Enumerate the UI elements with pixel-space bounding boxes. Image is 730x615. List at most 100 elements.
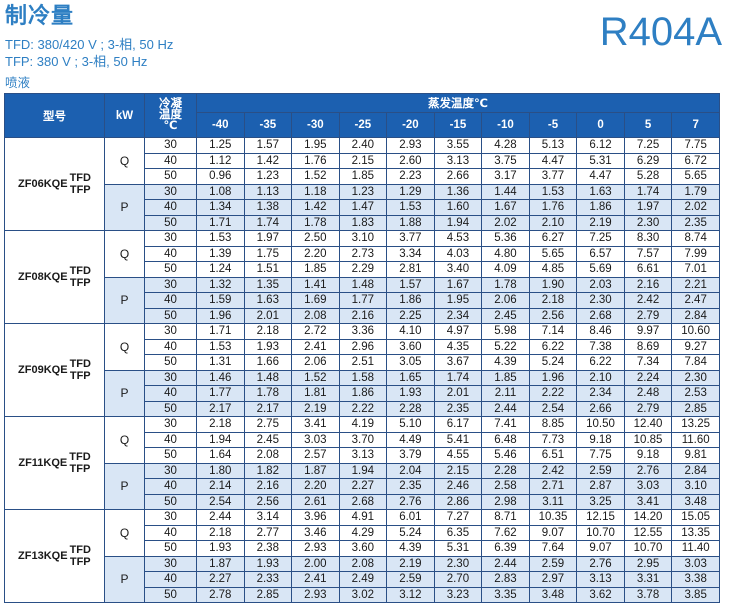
value-cell: 2.30	[433, 555, 483, 572]
power-label: P	[104, 462, 145, 510]
value-cell: 7.25	[623, 137, 673, 154]
value-cell: 1.42	[243, 152, 293, 169]
value-cell: 8.71	[481, 509, 530, 526]
value-cell: 3.77	[528, 168, 578, 185]
value-cell: 2.19	[386, 555, 435, 572]
value-cell: 1.63	[576, 183, 625, 200]
value-cell: 1.94	[338, 462, 388, 479]
value-cell: 2.16	[243, 478, 293, 495]
value-cell: 2.61	[291, 493, 340, 510]
value-cell: 2.25	[386, 307, 435, 324]
value-cell: 5.13	[528, 137, 578, 154]
value-cell: 3.10	[671, 478, 720, 495]
value-cell: 6.61	[623, 261, 673, 278]
evap-temp-header: -20	[386, 112, 435, 138]
value-cell: 2.84	[671, 307, 720, 324]
table-row: 40 2.27 2.33 2.41 2.49 2.59 2.70 2.83 2.97 3.13 3.…	[5, 571, 720, 588]
value-cell: 2.59	[576, 462, 625, 479]
condensing-temp: 50	[144, 168, 197, 185]
value-cell: 1.94	[196, 431, 245, 448]
value-cell: 2.02	[481, 214, 530, 231]
model-variant: TFD	[69, 265, 91, 277]
value-cell: 1.71	[196, 214, 245, 231]
value-cell: 6.29	[623, 152, 673, 169]
value-cell: 1.36	[433, 183, 483, 200]
value-cell: 2.85	[671, 400, 720, 417]
value-cell: 1.24	[196, 261, 245, 278]
value-cell: 1.18	[291, 183, 340, 200]
value-cell: 3.77	[386, 230, 435, 247]
table-row: P 30 1.32 1.35 1.41 1.48 1.57 1.67 1.78 1.90 2.03 2…	[5, 276, 720, 324]
value-cell: 2.87	[576, 478, 625, 495]
value-cell: 1.88	[386, 214, 435, 231]
value-cell: 2.45	[481, 307, 530, 324]
value-cell: 1.25	[196, 137, 245, 154]
value-cell: 2.54	[196, 493, 245, 510]
evap-temp-header: -40	[196, 112, 245, 138]
value-cell: 3.13	[576, 571, 625, 588]
table-row: 50 1.96 2.01 2.08 2.16 2.25 2.34 2.45 2.56 2.68 2.…	[5, 307, 720, 324]
table-row: P 30 1.08 1.13 1.18 1.23 1.29 1.36 1.44 1.53 1.63 1…	[5, 183, 720, 231]
value-cell: 5.31	[433, 540, 483, 557]
table-row: ZF08KQE TFD TFP Q 30 1.53 1.97 2.50 3.10 3.77 4.53…	[4, 230, 720, 324]
value-cell: 2.28	[481, 462, 530, 479]
value-cell: 4.47	[576, 168, 625, 185]
value-cell: 1.76	[291, 152, 340, 169]
value-cell: 2.44	[481, 555, 530, 572]
value-cell: 1.47	[338, 199, 388, 216]
model-variant: TFD	[69, 172, 91, 184]
value-cell: 2.68	[338, 493, 388, 510]
value-cell: 2.01	[433, 385, 483, 402]
value-cell: 2.29	[338, 261, 388, 278]
capacity-label: Q	[104, 137, 145, 185]
evap-temp-header: -15	[433, 112, 483, 138]
condensing-temp: 30	[144, 323, 197, 340]
value-cell: 2.28	[386, 400, 435, 417]
value-cell: 2.46	[433, 478, 483, 495]
value-cell: 3.46	[291, 524, 340, 541]
condensing-temp: 40	[144, 571, 197, 588]
value-cell: 1.46	[196, 369, 245, 386]
value-cell: 4.91	[338, 509, 388, 526]
value-cell: 5.65	[671, 168, 720, 185]
value-cell: 2.35	[386, 478, 435, 495]
evap-temp-header: 0	[576, 112, 625, 138]
value-cell: 5.41	[433, 431, 483, 448]
value-cell: 5.46	[481, 447, 530, 464]
value-cell: 5.22	[481, 338, 530, 355]
value-cell: 9.07	[576, 540, 625, 557]
model-cell: ZF09KQE TFD TFP	[4, 323, 105, 417]
evap-temp-header: 5	[623, 112, 673, 138]
value-cell: 2.06	[291, 354, 340, 371]
evap-temp-header: -30	[291, 112, 340, 138]
value-cell: 10.35	[528, 509, 578, 526]
value-cell: 1.53	[386, 199, 435, 216]
value-cell: 1.77	[338, 292, 388, 309]
value-cell: 9.81	[671, 447, 720, 464]
value-cell: 3.36	[338, 323, 388, 340]
evap-temp-header: -5	[528, 112, 578, 138]
value-cell: 1.77	[196, 385, 245, 402]
value-cell: 3.03	[671, 555, 720, 572]
value-cell: 2.30	[576, 292, 625, 309]
condensing-temp: 40	[144, 199, 197, 216]
model-name: ZF06KQE	[18, 178, 68, 190]
value-cell: 2.71	[528, 478, 578, 495]
condensing-temp: 40	[144, 524, 197, 541]
value-cell: 4.29	[338, 524, 388, 541]
value-cell: 2.23	[386, 168, 435, 185]
power-label: P	[104, 555, 145, 603]
value-cell: 4.28	[481, 137, 530, 154]
value-cell: 2.58	[481, 478, 530, 495]
value-cell: 5.24	[528, 354, 578, 371]
value-cell: 1.80	[196, 462, 245, 479]
value-cell: 3.40	[433, 261, 483, 278]
value-cell: 1.44	[481, 183, 530, 200]
value-cell: 2.85	[243, 586, 293, 603]
model-name: ZF08KQE	[18, 271, 68, 283]
value-cell: 1.74	[623, 183, 673, 200]
value-cell: 1.57	[243, 137, 293, 154]
value-cell: 4.85	[528, 261, 578, 278]
value-cell: 5.36	[481, 230, 530, 247]
value-cell: 1.76	[528, 199, 578, 216]
